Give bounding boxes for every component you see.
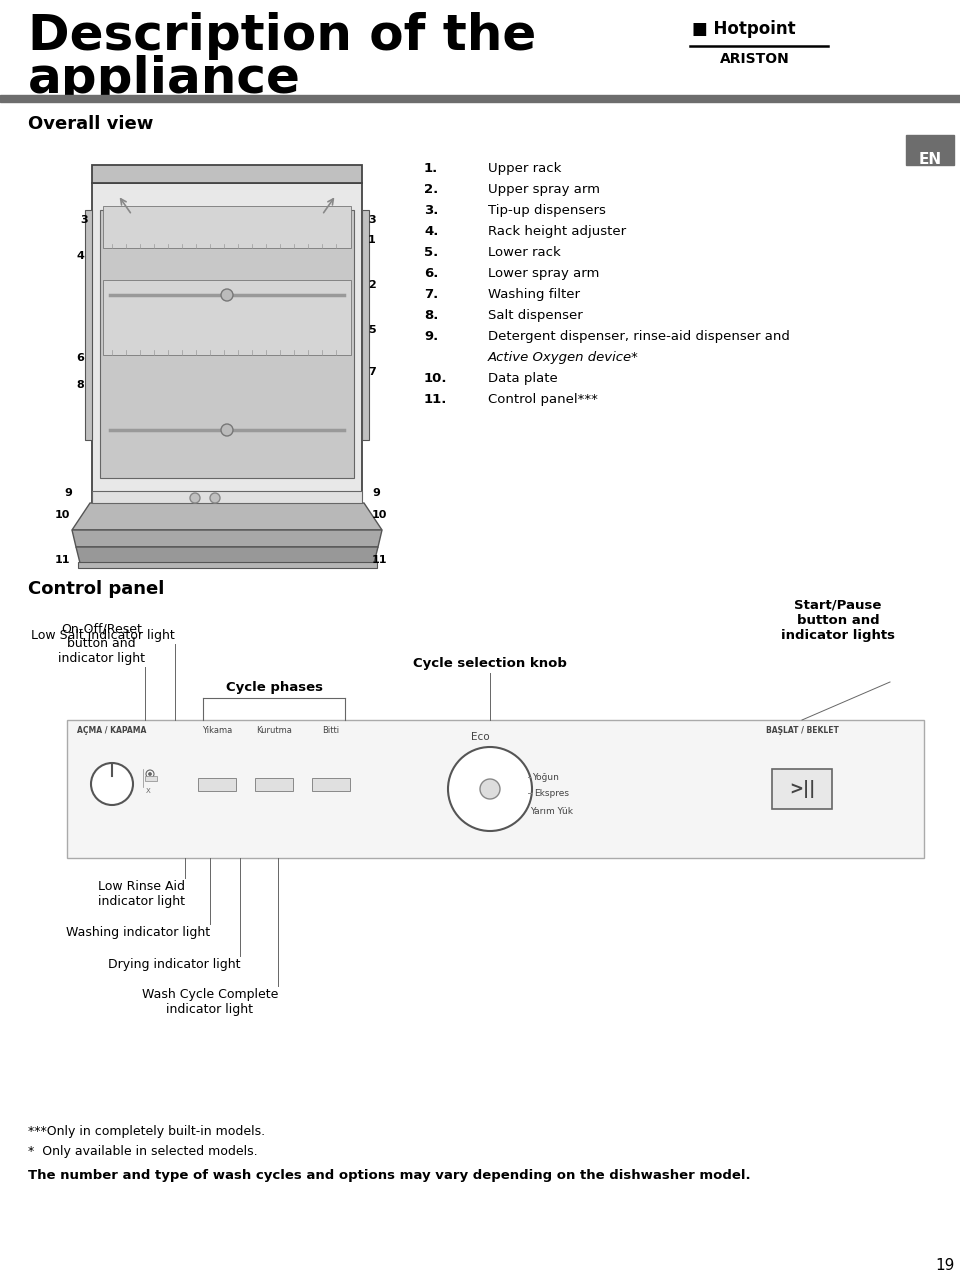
Text: 8: 8 — [76, 381, 84, 390]
Bar — [92, 183, 362, 503]
Text: Detergent dispenser, rinse-aid dispenser and: Detergent dispenser, rinse-aid dispenser… — [488, 330, 790, 342]
Text: On-Off/Reset
button and
indicator light: On-Off/Reset button and indicator light — [58, 622, 145, 665]
Bar — [67, 721, 924, 858]
Text: Yikama: Yikama — [202, 726, 232, 735]
Text: 11: 11 — [55, 555, 70, 565]
Circle shape — [210, 493, 220, 503]
Text: Bitti: Bitti — [323, 726, 340, 735]
Circle shape — [221, 424, 233, 435]
Text: 7: 7 — [368, 367, 375, 377]
Text: 4.: 4. — [424, 225, 439, 238]
Text: 8.: 8. — [424, 309, 439, 322]
Circle shape — [221, 289, 233, 300]
Text: BAŞLAT / BEKLET: BAŞLAT / BEKLET — [765, 726, 838, 735]
Text: Description of the: Description of the — [28, 11, 537, 60]
Text: ARISTON: ARISTON — [720, 52, 790, 66]
Bar — [198, 778, 236, 791]
Text: 6.: 6. — [424, 267, 439, 280]
Bar — [92, 491, 362, 503]
Circle shape — [91, 763, 133, 805]
Text: appliance: appliance — [28, 55, 300, 103]
Text: Washing filter: Washing filter — [488, 288, 580, 300]
Bar — [100, 210, 354, 477]
Text: Control panel: Control panel — [28, 580, 164, 598]
Text: 19: 19 — [935, 1258, 954, 1273]
Text: *  Only available in selected models.: * Only available in selected models. — [28, 1144, 257, 1158]
Text: 11.: 11. — [424, 393, 447, 406]
Text: Eco: Eco — [470, 732, 490, 742]
Text: 10: 10 — [372, 510, 388, 519]
Text: 11: 11 — [372, 555, 388, 565]
Text: Control panel***: Control panel*** — [488, 393, 598, 406]
Bar — [85, 210, 92, 440]
Text: Salt dispenser: Salt dispenser — [488, 309, 583, 322]
Bar — [362, 210, 369, 440]
Text: Data plate: Data plate — [488, 372, 558, 384]
Circle shape — [149, 773, 152, 775]
Bar — [906, 135, 954, 165]
Bar — [0, 95, 960, 102]
Polygon shape — [72, 503, 382, 530]
Text: 1.: 1. — [424, 162, 439, 174]
Circle shape — [448, 747, 532, 831]
Text: Upper spray arm: Upper spray arm — [488, 183, 600, 196]
Text: 9: 9 — [64, 488, 72, 498]
Text: 3: 3 — [368, 215, 375, 225]
Text: Yoğun: Yoğun — [532, 773, 559, 782]
Text: Start/Pause
button and
indicator lights: Start/Pause button and indicator lights — [781, 600, 895, 642]
Polygon shape — [76, 547, 378, 563]
Text: Drying indicator light: Drying indicator light — [108, 959, 240, 971]
Bar — [78, 561, 377, 568]
Bar — [145, 777, 157, 782]
Text: 4: 4 — [76, 251, 84, 261]
Text: 7.: 7. — [424, 288, 439, 300]
Bar — [255, 778, 293, 791]
Text: Tip-up dispensers: Tip-up dispensers — [488, 204, 606, 216]
Text: Washing indicator light: Washing indicator light — [66, 925, 210, 939]
Text: X: X — [146, 788, 151, 794]
Text: 5: 5 — [368, 325, 375, 335]
Text: 5.: 5. — [424, 246, 439, 258]
Text: Active Oxygen device*: Active Oxygen device* — [488, 351, 638, 364]
Text: 10.: 10. — [424, 372, 447, 384]
Text: 2.: 2. — [424, 183, 439, 196]
Text: 9.: 9. — [424, 330, 439, 342]
Text: AÇMA / KAPAMA: AÇMA / KAPAMA — [78, 726, 147, 735]
Text: Low Rinse Aid
indicator light: Low Rinse Aid indicator light — [98, 880, 185, 908]
Text: Rack height adjuster: Rack height adjuster — [488, 225, 626, 238]
Text: 10: 10 — [55, 510, 70, 519]
Text: Overall view: Overall view — [28, 115, 154, 132]
Polygon shape — [72, 530, 382, 547]
Text: Kurutma: Kurutma — [256, 726, 292, 735]
Text: Wash Cycle Complete
indicator light: Wash Cycle Complete indicator light — [142, 988, 278, 1016]
Circle shape — [190, 493, 200, 503]
Text: Upper rack: Upper rack — [488, 162, 562, 174]
Text: 9: 9 — [372, 488, 380, 498]
Text: 1: 1 — [368, 236, 375, 244]
Circle shape — [480, 779, 500, 799]
Text: 3: 3 — [81, 215, 88, 225]
Text: Ekspres: Ekspres — [534, 788, 569, 797]
Text: Lower spray arm: Lower spray arm — [488, 267, 599, 280]
Bar — [312, 778, 350, 791]
Text: Low Salt indicator light: Low Salt indicator light — [32, 629, 175, 642]
Text: ***Only in completely built-in models.: ***Only in completely built-in models. — [28, 1125, 265, 1138]
Text: Cycle phases: Cycle phases — [226, 681, 323, 694]
Text: EN: EN — [919, 151, 942, 167]
Text: The number and type of wash cycles and options may vary depending on the dishwas: The number and type of wash cycles and o… — [28, 1169, 751, 1183]
Bar — [92, 165, 362, 183]
Text: ■ Hotpoint: ■ Hotpoint — [692, 20, 796, 38]
Text: 2: 2 — [368, 280, 375, 290]
Text: >||: >|| — [789, 780, 815, 798]
Text: Lower rack: Lower rack — [488, 246, 561, 258]
Text: 3.: 3. — [424, 204, 439, 216]
Text: 6: 6 — [76, 353, 84, 363]
Bar — [103, 206, 351, 248]
Bar — [103, 280, 351, 355]
Text: Cycle selection knob: Cycle selection knob — [413, 657, 567, 670]
Text: Yarım Yük: Yarım Yük — [530, 807, 573, 816]
Bar — [772, 769, 832, 810]
